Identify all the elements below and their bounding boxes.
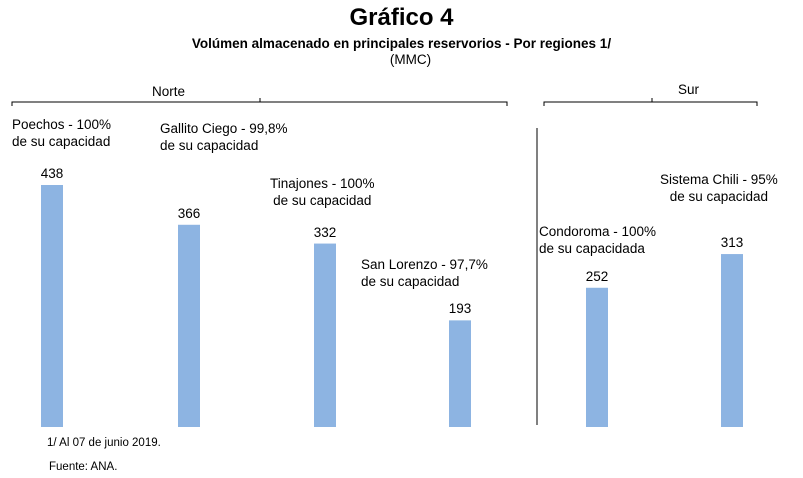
bar-annotation: San Lorenzo - 97,7% de su capacidad xyxy=(361,257,488,289)
chart-title: Gráfico 4 xyxy=(349,4,454,31)
bar xyxy=(721,254,743,427)
bar xyxy=(586,287,608,427)
norte-bracket xyxy=(11,98,508,106)
group-label: Sur xyxy=(678,82,700,97)
footnote: 1/ Al 07 de junio 2019. xyxy=(47,437,161,449)
value-label: 332 xyxy=(313,224,337,240)
value-label: 252 xyxy=(585,268,609,284)
chart-subtitle: Volúmen almacenado en principales reserv… xyxy=(191,36,612,51)
unit-label: (MMC) xyxy=(389,52,432,67)
value-label: 193 xyxy=(448,301,472,317)
value-label: 438 xyxy=(40,166,64,181)
source-note: Fuente: ANA. xyxy=(49,461,118,473)
group-label: Norte xyxy=(152,84,186,99)
bar xyxy=(314,243,336,427)
bar xyxy=(449,320,471,427)
sur-bracket xyxy=(543,98,758,106)
bar-annotation: Condoroma - 100% de su capacidada xyxy=(539,224,657,256)
bar-annotation: Tinajones - 100% de su capacidad xyxy=(270,176,375,208)
bar-annotation: Poechos - 100% de su capacidad xyxy=(12,117,112,149)
bar xyxy=(41,185,63,427)
value-label: 313 xyxy=(720,235,744,251)
value-label: 366 xyxy=(177,205,201,221)
bar-annotation: Gallito Ciego - 99,8% de su capacidad xyxy=(160,121,288,153)
bar xyxy=(178,224,200,427)
bar-annotation: Sistema Chili - 95% de su capacidad xyxy=(660,172,778,204)
